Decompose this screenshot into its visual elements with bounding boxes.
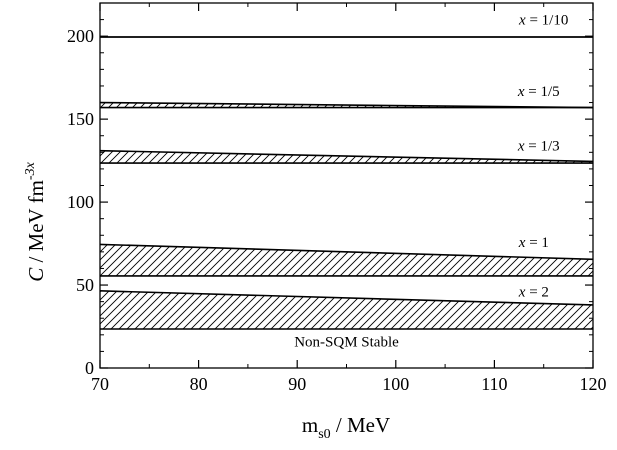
annotation-0: x = 1/10 — [518, 13, 568, 29]
annotation-5: Non-SQM Stable — [294, 334, 399, 350]
band-upper-line-4 — [100, 290, 593, 306]
y-axis-label-sup: -3x — [23, 161, 38, 180]
band-fill-4 — [100, 290, 593, 330]
y-tick-label: 150 — [67, 109, 94, 129]
annotation-1: x = 1/5 — [517, 84, 560, 100]
x-tick-label: 120 — [580, 374, 607, 394]
annotation-3: x = 1 — [518, 235, 549, 251]
x-axis-label-main: m — [302, 413, 318, 437]
y-tick-label: 200 — [67, 26, 94, 46]
band-upper-line-2 — [100, 149, 593, 163]
annotation-2: x = 1/3 — [517, 139, 560, 155]
x-tick-label: 100 — [382, 374, 409, 394]
band-upper-line-1 — [100, 101, 593, 109]
x-axis-label: ms0 / MeV — [302, 413, 390, 442]
x-axis-label-sub: s0 — [318, 427, 330, 442]
y-axis-label-italic: C — [24, 267, 48, 282]
x-tick-label: 70 — [91, 374, 109, 394]
y-tick-label: 100 — [67, 192, 94, 212]
x-tick-label: 110 — [481, 374, 507, 394]
x-axis-label-rest: / MeV — [331, 413, 391, 437]
annotation-4: x = 2 — [518, 285, 549, 301]
x-tick-label: 80 — [190, 374, 208, 394]
band-fill-3 — [100, 244, 593, 276]
axes-layer: 70 80 90 100 110 120 0 50 100 150 200 — [67, 2, 607, 394]
band-upper-line-3 — [100, 243, 593, 261]
annotations-layer: x = 1/10 x = 1/5 x = 1/3 x = 1 x = 2 Non-SQM … — [294, 13, 568, 351]
y-tick-label: 50 — [76, 275, 94, 295]
y-axis-label-rest: / MeV fm — [24, 180, 48, 268]
bands-layer — [100, 36, 593, 330]
x-tick-label: 90 — [288, 374, 306, 394]
plot-frame — [99, 2, 594, 369]
y-axis-label: C / MeV fm-3x — [23, 161, 48, 281]
y-tick-label: 0 — [85, 358, 94, 378]
